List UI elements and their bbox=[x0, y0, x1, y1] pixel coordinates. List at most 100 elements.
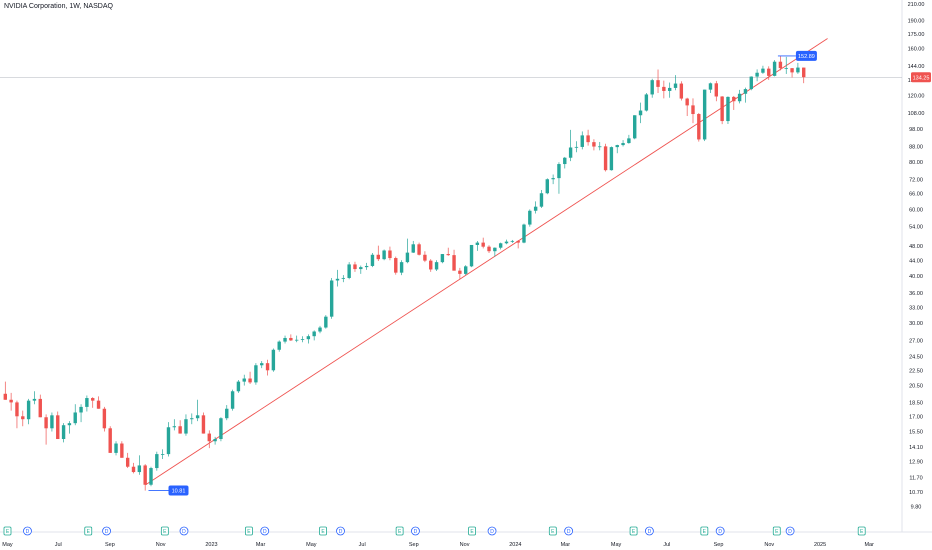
candle bbox=[469, 244, 474, 268]
y-tick-label: 160.00 bbox=[908, 46, 925, 52]
dividend-marker: D bbox=[564, 526, 574, 536]
dividend-marker: D bbox=[179, 526, 189, 536]
candle-body bbox=[300, 339, 305, 340]
event-badge-label: D bbox=[788, 529, 792, 535]
x-tick-label: Sep bbox=[714, 542, 724, 548]
candle bbox=[195, 399, 200, 422]
y-tick-label: 175.00 bbox=[908, 32, 925, 38]
candle-body bbox=[15, 402, 19, 417]
earnings-badge bbox=[160, 526, 169, 536]
candle-body bbox=[341, 277, 346, 279]
candle bbox=[73, 404, 77, 426]
candle-body bbox=[120, 443, 124, 458]
candle bbox=[510, 239, 515, 243]
candle bbox=[207, 430, 211, 449]
candle bbox=[638, 102, 643, 124]
candle bbox=[399, 260, 404, 276]
y-axis: 9.80 10.70 11.70 12.90 14.10 15.50 17.00 18.50 2… bbox=[908, 2, 925, 511]
candle-body bbox=[592, 142, 596, 147]
candle-body bbox=[67, 423, 72, 426]
candle bbox=[388, 246, 392, 261]
candle-body bbox=[685, 98, 689, 106]
candle-body bbox=[184, 419, 188, 434]
candle-body bbox=[125, 457, 130, 467]
candle-body bbox=[201, 415, 206, 434]
candle-body bbox=[679, 83, 684, 99]
candle-body bbox=[469, 244, 474, 267]
candle bbox=[225, 405, 229, 421]
earnings-marker: E bbox=[160, 526, 169, 536]
candle-body bbox=[749, 76, 753, 90]
candle bbox=[720, 96, 724, 125]
candle-body bbox=[778, 61, 783, 69]
y-tick-label: 72.00 bbox=[909, 177, 923, 183]
candle-body bbox=[364, 265, 369, 268]
candle-body bbox=[481, 242, 485, 247]
candle-body bbox=[312, 331, 316, 337]
y-tick-label: 14.10 bbox=[909, 445, 923, 451]
candle bbox=[796, 62, 800, 74]
candle bbox=[580, 131, 584, 150]
candle bbox=[184, 414, 188, 436]
x-tick-label: 2023 bbox=[205, 542, 217, 548]
candle-body bbox=[603, 146, 608, 171]
event-badge-label: D bbox=[105, 529, 109, 535]
y-tick-label: 120.00 bbox=[908, 94, 925, 100]
x-tick-label: Sep bbox=[105, 542, 115, 548]
candle bbox=[300, 336, 305, 343]
candle bbox=[784, 56, 788, 74]
candle bbox=[248, 371, 252, 384]
event-badge-label: E bbox=[6, 529, 10, 535]
earnings-badge bbox=[772, 526, 781, 536]
candle bbox=[254, 363, 258, 385]
candle-body bbox=[609, 147, 614, 171]
trendline[interactable] bbox=[145, 38, 828, 486]
candle bbox=[131, 462, 136, 474]
candle bbox=[382, 249, 386, 261]
event-badge-label: E bbox=[860, 529, 864, 535]
candle-body bbox=[720, 96, 724, 122]
earnings-badge bbox=[700, 526, 709, 536]
earnings-badge bbox=[857, 526, 866, 536]
y-tick-label: 44.00 bbox=[909, 258, 923, 264]
candle bbox=[149, 466, 153, 487]
candle-body bbox=[213, 439, 217, 442]
event-badge-label: D bbox=[648, 529, 652, 535]
candle bbox=[539, 190, 544, 209]
candle-body bbox=[394, 258, 398, 273]
candle-body bbox=[475, 242, 480, 245]
candle-body bbox=[236, 381, 241, 392]
candle-body bbox=[533, 206, 538, 211]
candle-body bbox=[633, 115, 637, 139]
earnings-marker: E bbox=[700, 526, 709, 536]
dividend-badge bbox=[411, 526, 420, 536]
candle bbox=[236, 380, 241, 393]
y-tick-label: 190.00 bbox=[908, 18, 925, 24]
candle-body bbox=[598, 146, 602, 148]
candle-body bbox=[50, 415, 54, 429]
candle bbox=[21, 410, 25, 427]
y-tick-label: 24.50 bbox=[909, 354, 923, 360]
candle bbox=[691, 98, 695, 124]
candle bbox=[743, 87, 748, 103]
candle-body bbox=[452, 255, 456, 271]
y-tick-label: 48.00 bbox=[909, 244, 923, 250]
dividend-badge bbox=[336, 526, 345, 536]
candle bbox=[761, 65, 765, 74]
candle-body bbox=[114, 443, 118, 453]
earnings-marker: E bbox=[84, 526, 93, 536]
candle-body bbox=[464, 266, 468, 274]
dividend-marker: D bbox=[715, 526, 725, 536]
candle bbox=[108, 426, 112, 453]
candle-body bbox=[248, 378, 252, 383]
event-badge-label: D bbox=[26, 529, 30, 535]
candle bbox=[504, 239, 509, 245]
event-badge-label: D bbox=[718, 529, 722, 535]
candle-body bbox=[96, 400, 101, 409]
earnings-marker: E bbox=[245, 526, 253, 536]
candle-body bbox=[102, 408, 107, 429]
y-tick-label: 60.00 bbox=[909, 207, 923, 213]
dividend-marker: D bbox=[260, 526, 270, 536]
candle bbox=[440, 254, 445, 264]
